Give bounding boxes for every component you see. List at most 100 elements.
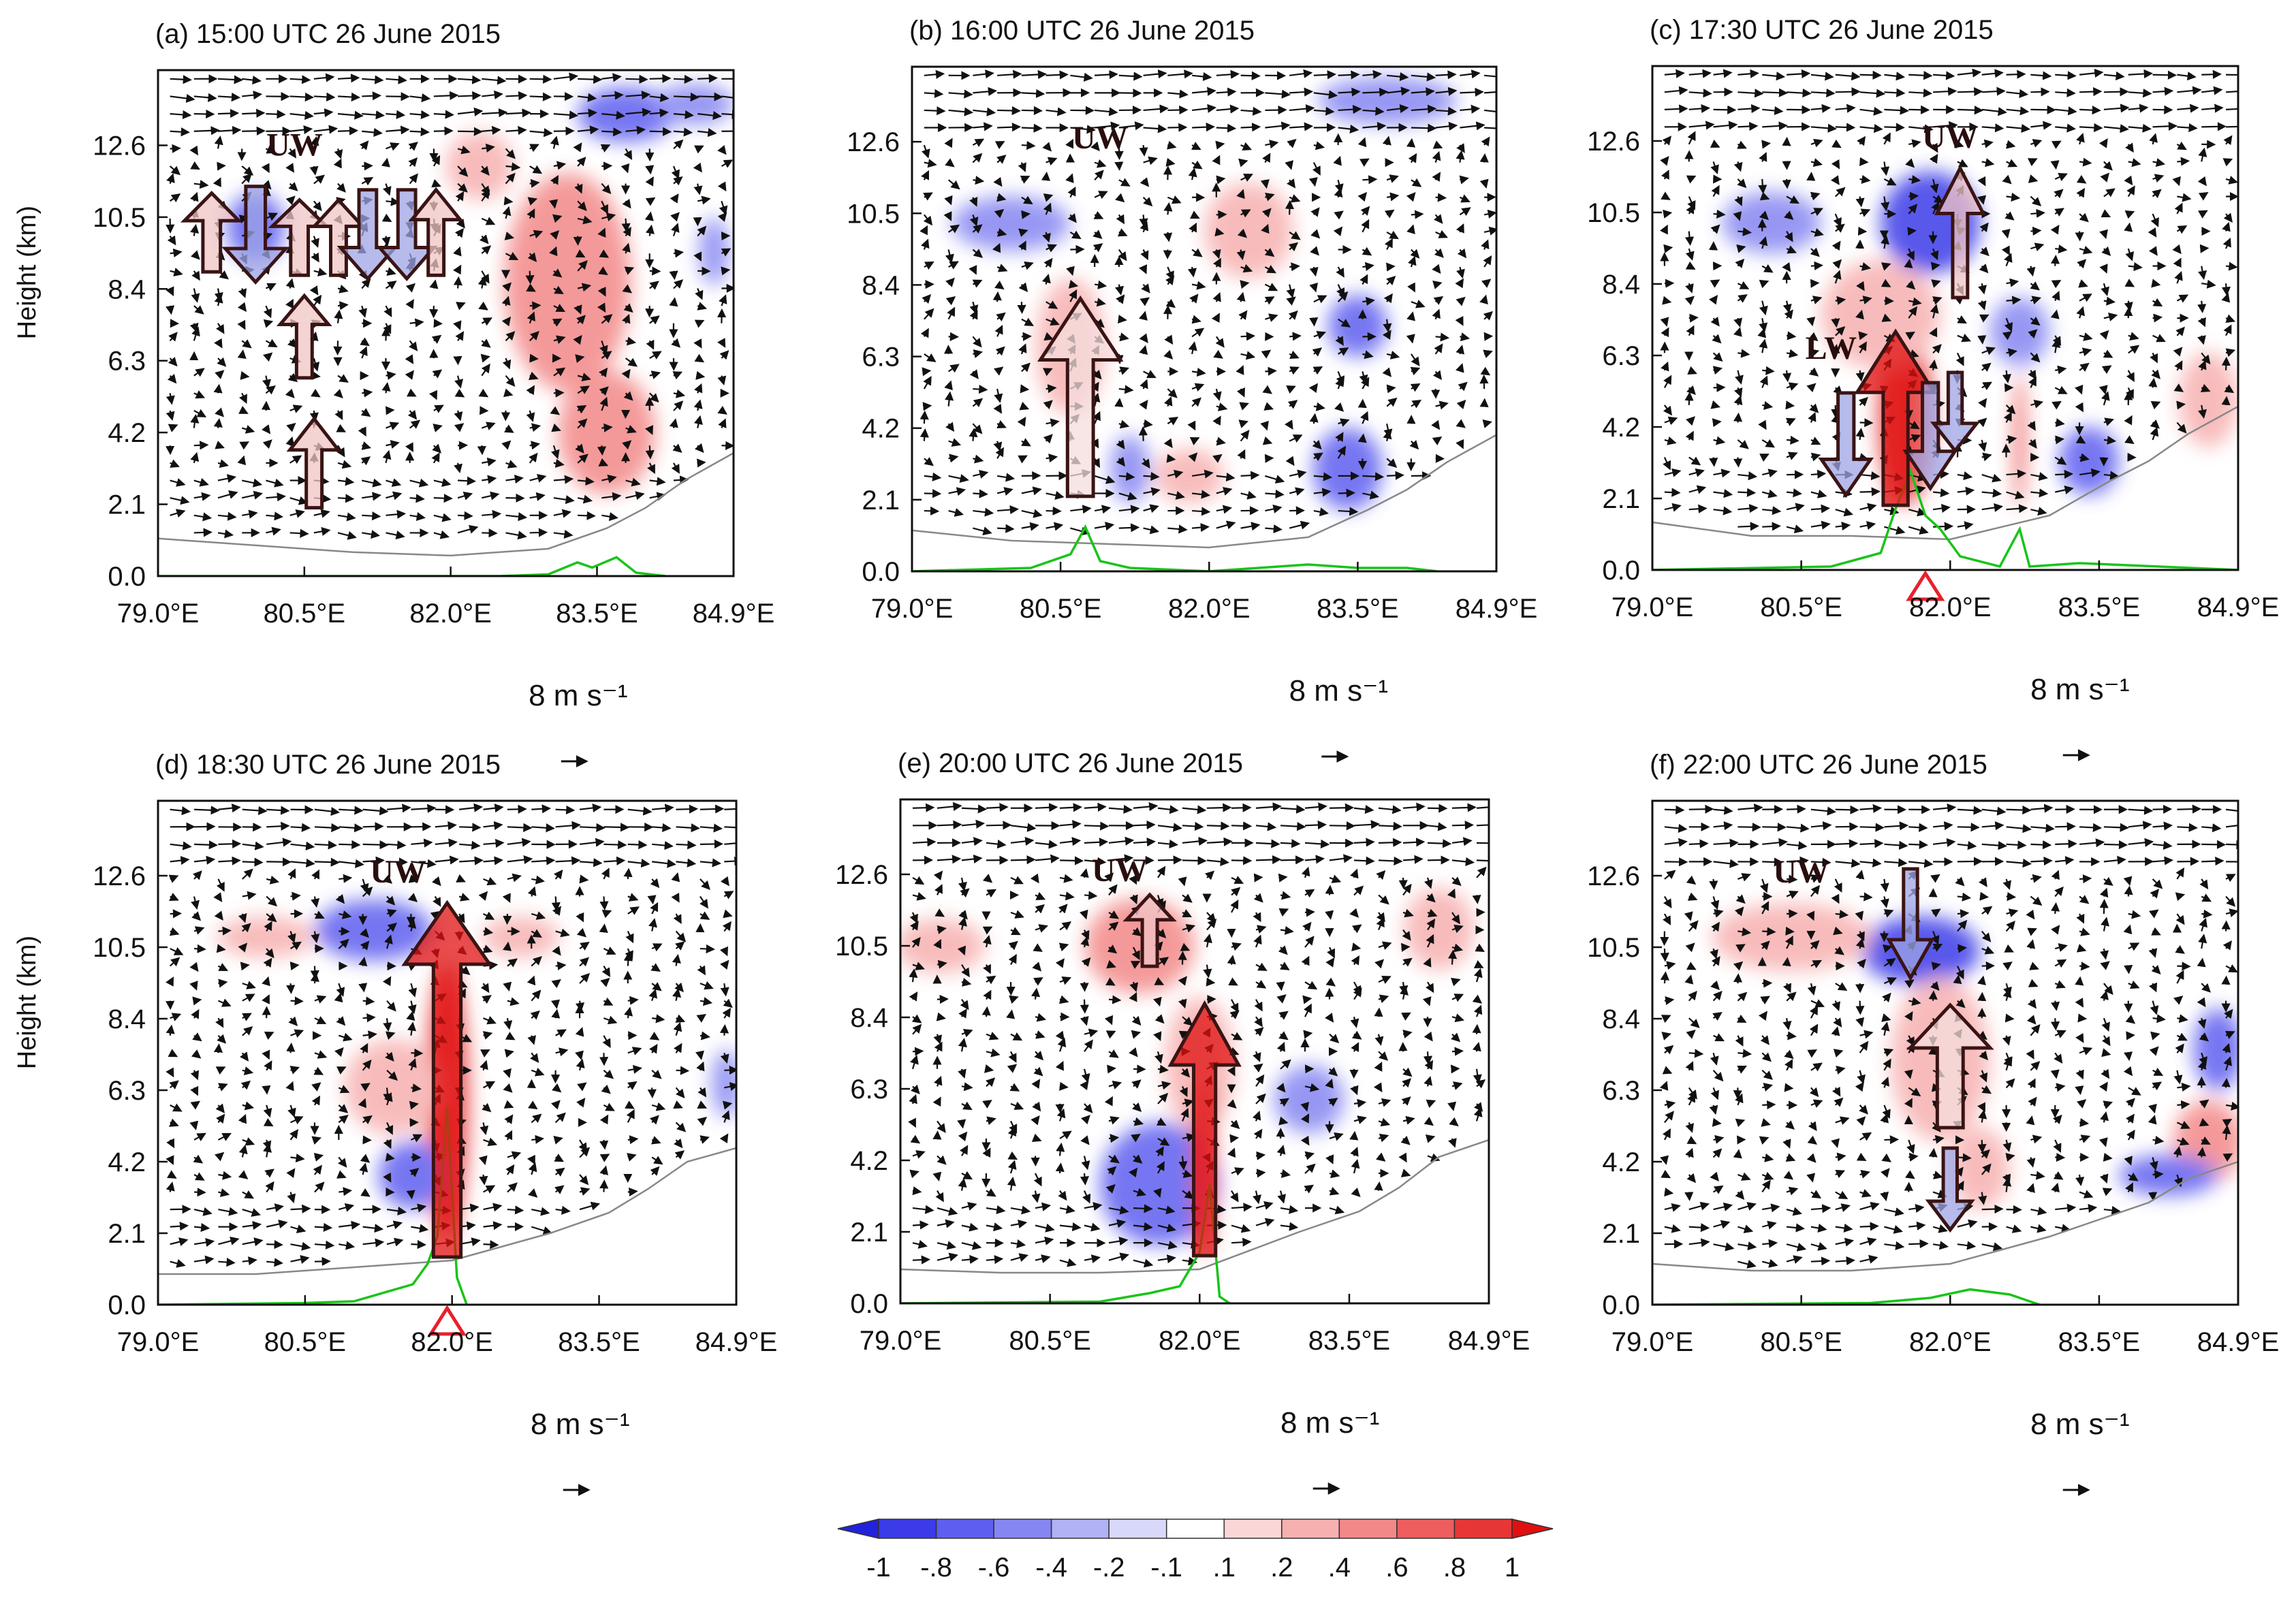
panel-a-vector (336, 424, 347, 432)
panel-e-vector (1424, 1031, 1433, 1042)
panel-b-vector (1460, 104, 1481, 114)
panel-d-vector (191, 1008, 200, 1019)
panel-b-vector (1406, 224, 1415, 234)
panel-a-vector (526, 311, 535, 324)
panel-c-vector (1908, 526, 1929, 535)
panel-c-vector (1957, 86, 1983, 97)
panel-f-vector (1831, 1138, 1840, 1149)
panel-b-vector (969, 301, 979, 315)
panel-c-vector (2200, 383, 2211, 393)
panel-b-vector (1143, 487, 1161, 496)
panel-a-vector (673, 127, 693, 137)
panel-b-vector (923, 375, 932, 390)
panel-d-vector (699, 1135, 710, 1144)
panel-a-vector (242, 75, 262, 85)
panel-b-vector (1408, 153, 1417, 163)
panel-f-vector (2051, 925, 2060, 935)
panel-c-vector (1856, 281, 1865, 291)
panel-b-vector (1338, 418, 1350, 427)
panel-f-vector (1762, 838, 1788, 847)
panel-c-vector (1957, 521, 1974, 530)
panel-d-vector (170, 1237, 189, 1247)
panel-e-vector (909, 912, 918, 924)
panel-d-vector (625, 1100, 635, 1109)
panel-f-vector (1762, 1153, 1774, 1162)
panel-d-vector (359, 1162, 368, 1175)
panel-f-vector (1684, 974, 1694, 985)
panel-b-vector (923, 192, 933, 201)
panel-f-vector (1881, 1153, 1891, 1162)
panel-b-vector (1094, 191, 1108, 200)
panel-a-vector (217, 161, 226, 171)
panel-e-vector (1252, 1111, 1261, 1122)
panel-d-vector (290, 1255, 310, 1264)
panel-d-vector (191, 911, 202, 921)
panel-a-vector (457, 491, 473, 500)
panel-e-vector (1230, 1119, 1240, 1130)
panel-e-vector (1450, 1064, 1460, 1074)
panel-b-vector (1435, 400, 1449, 410)
colorbar-box (1108, 1519, 1167, 1539)
panel-e-vector (1349, 1130, 1359, 1141)
panel-f-vector (1660, 1155, 1669, 1165)
panel-a-vector (386, 125, 410, 135)
panel-a-vector (289, 92, 315, 102)
panel-f-vector (1710, 1052, 1719, 1066)
panel-d-vector (266, 806, 290, 815)
panel-e-vector (986, 889, 997, 898)
panel-a-vector (454, 462, 463, 474)
panel-b-vector (1213, 349, 1223, 359)
panel-c-vector (2151, 369, 2160, 379)
panel-e-vector (909, 1169, 919, 1179)
panel-c-vector (2152, 86, 2174, 96)
panel-c-vector (2128, 332, 2139, 341)
panel-d-ytick-label: 10.5 (93, 933, 146, 963)
panel-e-vector (1007, 1064, 1018, 1073)
panel-e-vector (1255, 855, 1282, 865)
panel-a-vector (529, 452, 538, 464)
panel-b-vector (1139, 379, 1148, 390)
panel-b-vector (1165, 157, 1176, 167)
panel-f-vector (2099, 1081, 2108, 1092)
panel-f-vector (2103, 983, 2113, 996)
panel-f-vector (2055, 1224, 2071, 1233)
panel-c-precip-line (1652, 467, 2238, 570)
panel-d-vector (603, 840, 627, 850)
panel-a-vector (381, 157, 390, 168)
panel-e-vector (935, 1190, 944, 1203)
panel-f-vector (1857, 1070, 1866, 1085)
panel-f-vector (2100, 1111, 2109, 1123)
panel-a-vector (694, 145, 704, 154)
panel-f-vector (2152, 856, 2173, 865)
panel-f-vector (2075, 1085, 2084, 1096)
panel-c-vector (1810, 158, 1823, 167)
panel-b-vector (1115, 193, 1125, 203)
panel-c-ytick-label: 4.2 (1602, 413, 1640, 443)
panel-b-vector (1240, 174, 1253, 182)
panel-e-vector (1230, 899, 1239, 913)
panel-f-vector (2128, 806, 2154, 815)
panel-f-vector (1686, 1030, 1696, 1039)
panel-a-vector (362, 127, 383, 138)
panel-a-vector (526, 385, 535, 396)
panel-f-vector (1806, 1173, 1816, 1183)
panel-e-vector (1402, 855, 1424, 864)
panel-a-vector (458, 127, 484, 136)
panel-a-vector (529, 92, 552, 101)
panel-b-vector (1139, 177, 1150, 187)
panel-a-vector (697, 111, 722, 121)
panel-f-vector (2225, 908, 2238, 918)
panel-d-vector (531, 1113, 542, 1124)
panel-b-vector (1483, 209, 1496, 219)
panel-c-vector (2221, 396, 2231, 406)
panel-e-vector (1033, 977, 1043, 986)
panel-a-vector (241, 165, 254, 176)
panel-d-vector (383, 1172, 392, 1183)
panel-b-vector (1167, 388, 1178, 398)
panel-b-vector (921, 144, 930, 159)
panel-d-vector (652, 823, 672, 833)
panel-c-vector (2027, 420, 2036, 431)
panel-a-vector (216, 323, 225, 334)
panel-e-vector (932, 1096, 941, 1107)
panel-b-vector (1362, 121, 1387, 131)
